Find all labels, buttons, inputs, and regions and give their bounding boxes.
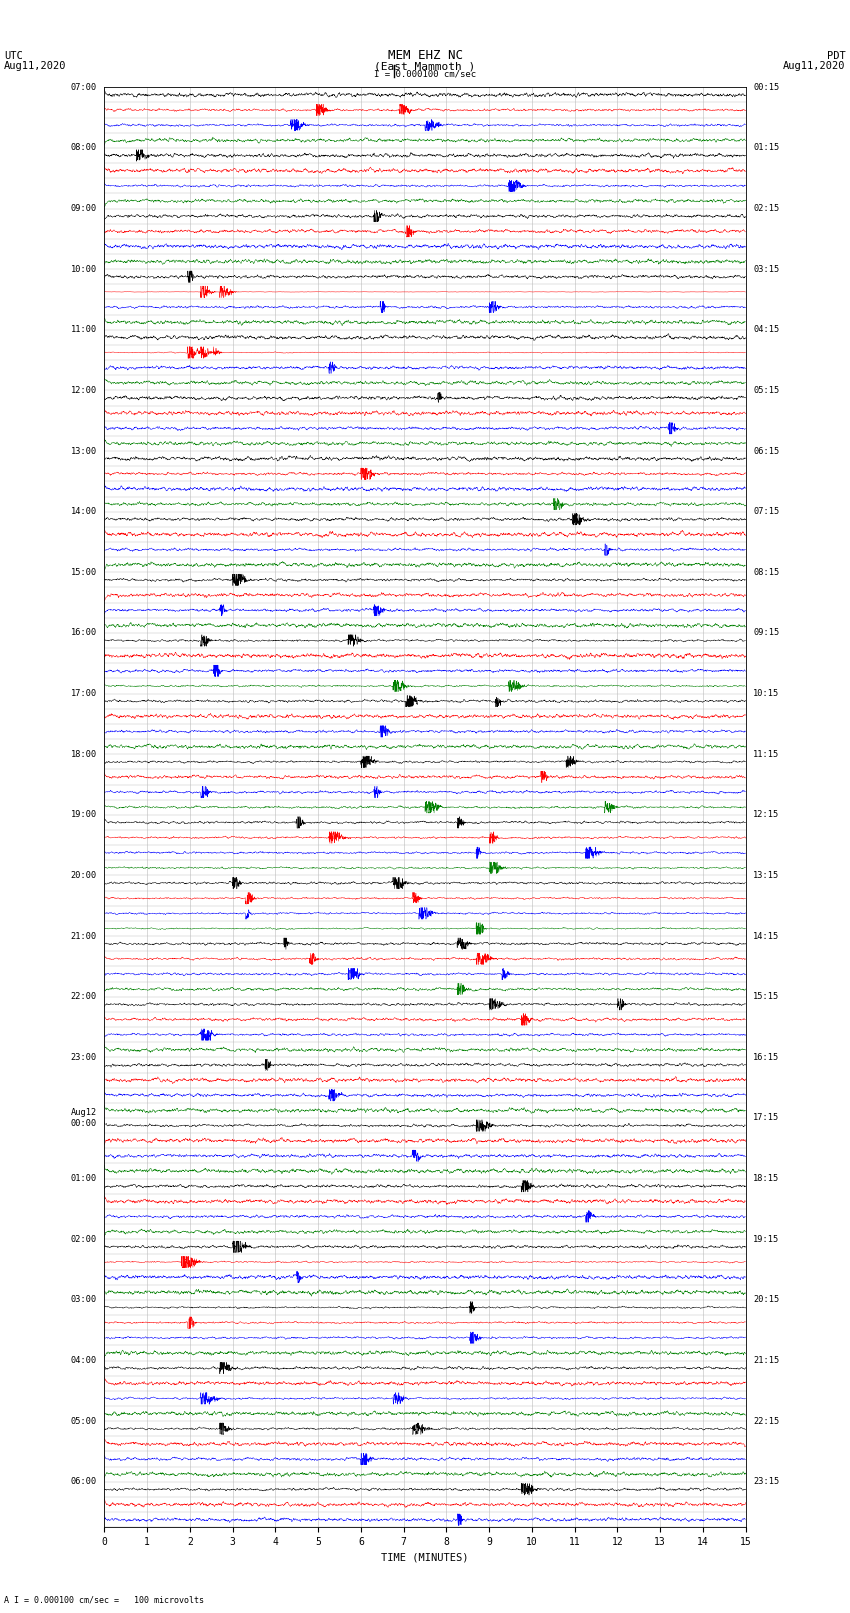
- Text: 22:00: 22:00: [71, 992, 97, 1002]
- X-axis label: TIME (MINUTES): TIME (MINUTES): [382, 1553, 468, 1563]
- Text: 05:00: 05:00: [71, 1416, 97, 1426]
- Text: A I = 0.000100 cm/sec =   100 microvolts: A I = 0.000100 cm/sec = 100 microvolts: [4, 1595, 204, 1605]
- Text: 11:00: 11:00: [71, 326, 97, 334]
- Text: 12:15: 12:15: [753, 810, 779, 819]
- Text: Aug11,2020: Aug11,2020: [783, 61, 846, 71]
- Text: 08:15: 08:15: [753, 568, 779, 577]
- Text: I = 0.000100 cm/sec: I = 0.000100 cm/sec: [374, 69, 476, 77]
- Text: 02:00: 02:00: [71, 1234, 97, 1244]
- Text: UTC: UTC: [4, 52, 23, 61]
- Text: 08:00: 08:00: [71, 144, 97, 152]
- Text: 19:15: 19:15: [753, 1234, 779, 1244]
- Text: 23:15: 23:15: [753, 1478, 779, 1486]
- Text: Aug11,2020: Aug11,2020: [4, 61, 67, 71]
- Text: 16:15: 16:15: [753, 1053, 779, 1061]
- Text: 06:15: 06:15: [753, 447, 779, 455]
- Text: 01:00: 01:00: [71, 1174, 97, 1182]
- Text: (East Mammoth ): (East Mammoth ): [374, 61, 476, 71]
- Text: 07:00: 07:00: [71, 82, 97, 92]
- Text: 04:15: 04:15: [753, 326, 779, 334]
- Text: 21:00: 21:00: [71, 932, 97, 940]
- Text: 17:00: 17:00: [71, 689, 97, 698]
- Text: MEM EHZ NC: MEM EHZ NC: [388, 48, 462, 63]
- Text: 04:00: 04:00: [71, 1357, 97, 1365]
- Text: 14:00: 14:00: [71, 506, 97, 516]
- Text: 18:15: 18:15: [753, 1174, 779, 1182]
- Text: 13:00: 13:00: [71, 447, 97, 455]
- Text: 10:00: 10:00: [71, 265, 97, 274]
- Text: PDT: PDT: [827, 52, 846, 61]
- Text: 14:15: 14:15: [753, 932, 779, 940]
- Text: 19:00: 19:00: [71, 810, 97, 819]
- Text: 11:15: 11:15: [753, 750, 779, 758]
- Text: 09:15: 09:15: [753, 629, 779, 637]
- Text: 10:15: 10:15: [753, 689, 779, 698]
- Text: 07:15: 07:15: [753, 506, 779, 516]
- Text: 12:00: 12:00: [71, 386, 97, 395]
- Text: 01:15: 01:15: [753, 144, 779, 152]
- Text: 03:15: 03:15: [753, 265, 779, 274]
- Text: 21:15: 21:15: [753, 1357, 779, 1365]
- Text: 15:00: 15:00: [71, 568, 97, 577]
- Text: Aug12
00:00: Aug12 00:00: [71, 1108, 97, 1127]
- Text: 22:15: 22:15: [753, 1416, 779, 1426]
- Text: 03:00: 03:00: [71, 1295, 97, 1305]
- Text: 02:15: 02:15: [753, 203, 779, 213]
- Text: 09:00: 09:00: [71, 203, 97, 213]
- Text: 20:15: 20:15: [753, 1295, 779, 1305]
- Text: 06:00: 06:00: [71, 1478, 97, 1486]
- Text: 15:15: 15:15: [753, 992, 779, 1002]
- Text: 13:15: 13:15: [753, 871, 779, 881]
- Text: 16:00: 16:00: [71, 629, 97, 637]
- Text: 00:15: 00:15: [753, 82, 779, 92]
- Text: 17:15: 17:15: [753, 1113, 779, 1123]
- Text: 18:00: 18:00: [71, 750, 97, 758]
- Text: 23:00: 23:00: [71, 1053, 97, 1061]
- Text: 20:00: 20:00: [71, 871, 97, 881]
- Text: 05:15: 05:15: [753, 386, 779, 395]
